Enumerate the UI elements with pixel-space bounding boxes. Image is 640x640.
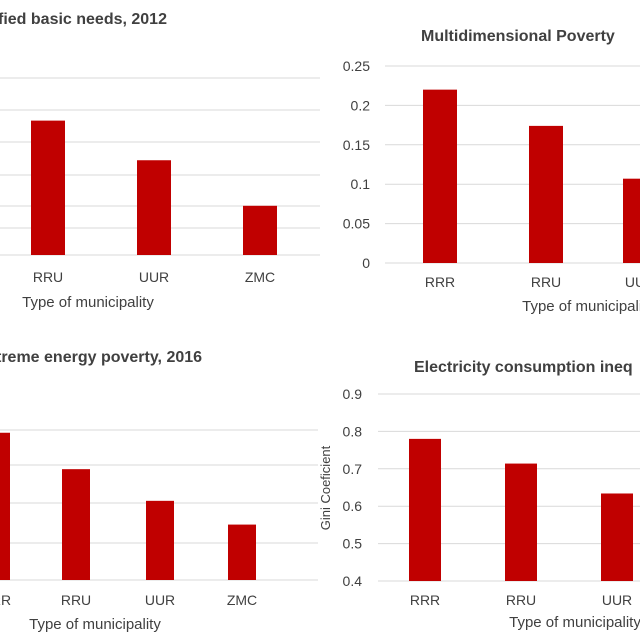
bar <box>601 493 633 581</box>
chart-title: Electricity consumption ineq <box>414 359 633 376</box>
y-tick-label: 0.7 <box>343 461 363 477</box>
chart-panel-energy-poverty: treme energy poverty, 2016 RRRRRUUURZMC … <box>0 349 318 633</box>
y-tick-label: 0.8 <box>343 423 363 439</box>
bar <box>529 125 563 263</box>
x-axis-label: Type of municipality <box>22 294 154 311</box>
bar <box>409 438 441 581</box>
chart-title: treme energy poverty, 2016 <box>0 349 202 366</box>
y-tick-label: 0.9 <box>343 386 363 402</box>
x-axis-label: Type of municipality <box>29 616 161 633</box>
chart-panel-multidimensional-poverty: Multidimensional Poverty 0 0.05 0.1 0.15 0.2… <box>343 28 640 315</box>
y-tick-label: 0.4 <box>343 573 363 589</box>
chart-title: Multidimensional Poverty <box>421 28 615 45</box>
y-tick-label: 0.6 <box>343 498 363 514</box>
x-tick-label: UUR <box>145 592 175 608</box>
chart-panel-basic-needs: fied basic needs, 2012 RRU UUR ZMC Type of… <box>0 11 320 311</box>
bar <box>62 469 90 580</box>
x-tick-label: UUR <box>625 274 640 290</box>
bar <box>0 432 10 580</box>
y-tick-label: 0.25 <box>343 58 370 74</box>
x-tick-label: RRU <box>61 592 91 608</box>
x-tick-label: RRR <box>425 274 455 290</box>
x-tick-label: UUR <box>139 269 169 285</box>
x-tick-label: UUR <box>602 592 632 608</box>
bar <box>146 500 174 580</box>
bar <box>137 160 171 255</box>
y-tick-label: 0.2 <box>351 97 371 113</box>
y-tick-label: 0.1 <box>351 176 371 192</box>
y-tick-label: 0.5 <box>343 536 363 552</box>
chart-panel-electricity-inequality: Electricity consumption ineq Gini Coefic… <box>318 359 640 631</box>
x-tick-label: RRU <box>33 269 63 285</box>
x-tick-label: RRR <box>410 592 440 608</box>
x-tick-label: RRU <box>506 592 536 608</box>
x-axis-label: Type of municipality <box>509 614 640 631</box>
x-tick-label: ZMC <box>227 592 257 608</box>
bar <box>31 120 65 255</box>
x-tick-label: RRR <box>0 592 11 608</box>
y-axis-label: Gini Coeficient <box>318 445 333 530</box>
x-tick-label: ZMC <box>245 269 275 285</box>
bar <box>623 178 640 263</box>
x-axis-label: Type of municipality <box>522 298 640 315</box>
y-tick-label: 0.05 <box>343 216 370 232</box>
bar <box>243 205 277 255</box>
bar <box>423 89 457 263</box>
bar <box>505 463 537 581</box>
y-tick-label: 0 <box>362 255 370 271</box>
chart-title: fied basic needs, 2012 <box>0 11 167 28</box>
bar <box>228 524 256 580</box>
x-tick-label: RRU <box>531 274 561 290</box>
y-tick-label: 0.15 <box>343 137 370 153</box>
